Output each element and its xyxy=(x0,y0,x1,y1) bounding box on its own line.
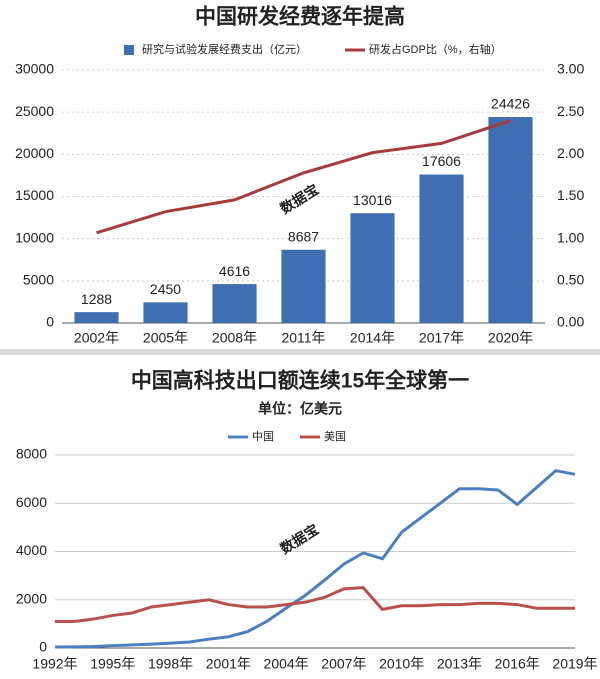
value-label: 24426 xyxy=(491,96,530,112)
watermark: 数据宝 xyxy=(277,181,321,217)
y2-tick-label: 1.00 xyxy=(557,229,584,245)
series-line xyxy=(96,119,511,235)
y-tick-label: 6000 xyxy=(16,494,47,510)
series-line xyxy=(54,469,576,649)
x-tick-label: 2013年 xyxy=(437,656,482,672)
x-tick-label: 2020年 xyxy=(488,330,533,346)
y2-tick-label: 0.00 xyxy=(557,314,584,330)
y2-tick-label: 1.50 xyxy=(557,187,584,203)
y-tick-label: 10000 xyxy=(15,229,54,245)
series-line xyxy=(55,586,575,623)
bar xyxy=(488,117,533,323)
y2-tick-label: 3.00 xyxy=(557,61,584,77)
x-tick-label: 1998年 xyxy=(148,656,193,672)
y-tick-label: 15000 xyxy=(15,187,54,203)
x-tick-label: 2014年 xyxy=(350,330,395,346)
x-tick-label: 2007年 xyxy=(321,656,366,672)
y-tick-label: 0 xyxy=(46,314,54,330)
bar xyxy=(419,174,464,323)
x-tick-label: 2019年 xyxy=(552,656,597,672)
legend-label: 美国 xyxy=(324,430,346,443)
value-label: 13016 xyxy=(353,192,392,208)
y2-tick-label: 2.50 xyxy=(557,103,584,119)
chart-title: 中国高科技出口额连续15年全球第一 xyxy=(131,369,469,393)
y-tick-label: 8000 xyxy=(16,446,47,462)
bar xyxy=(350,213,395,323)
value-label: 8687 xyxy=(288,228,319,244)
x-tick-label: 2010年 xyxy=(379,656,424,672)
bar xyxy=(143,302,188,323)
x-tick-label: 2005年 xyxy=(143,330,188,346)
legend-label: 研究与试验发展经费支出（亿元） xyxy=(142,42,307,56)
x-tick-label: 1992年 xyxy=(32,656,77,672)
x-tick-label: 2001年 xyxy=(206,656,251,672)
bar xyxy=(212,284,257,323)
chart-subtitle: 单位：亿美元 xyxy=(258,401,342,417)
x-tick-label: 2002年 xyxy=(74,330,119,346)
legend-label: 研发占GDP比（%，右轴） xyxy=(369,42,502,56)
y-tick-label: 2000 xyxy=(16,590,47,606)
chart-title: 中国研发经费逐年提高 xyxy=(195,5,405,29)
y-tick-label: 30000 xyxy=(15,61,54,77)
separator xyxy=(0,349,600,355)
legend-label: 中国 xyxy=(252,430,274,443)
legend-swatch xyxy=(124,45,134,55)
value-label: 17606 xyxy=(422,153,461,169)
value-label: 1288 xyxy=(81,291,112,307)
bar xyxy=(74,312,119,323)
x-tick-label: 2004年 xyxy=(264,656,309,672)
value-label: 2450 xyxy=(150,281,181,297)
y-tick-label: 0 xyxy=(39,639,47,655)
y-tick-label: 25000 xyxy=(15,103,54,119)
y2-tick-label: 2.00 xyxy=(557,145,584,161)
y-tick-label: 20000 xyxy=(15,145,54,161)
x-tick-label: 2017年 xyxy=(419,330,464,346)
value-label: 4616 xyxy=(219,263,250,279)
x-tick-label: 2008年 xyxy=(212,330,257,346)
x-tick-label: 2011年 xyxy=(281,330,325,346)
y2-tick-label: 0.50 xyxy=(557,272,584,288)
y-tick-label: 5000 xyxy=(23,272,54,288)
x-tick-label: 1995年 xyxy=(90,656,135,672)
y-tick-label: 4000 xyxy=(16,542,47,558)
bar xyxy=(281,249,326,323)
x-tick-label: 2016年 xyxy=(495,656,540,672)
